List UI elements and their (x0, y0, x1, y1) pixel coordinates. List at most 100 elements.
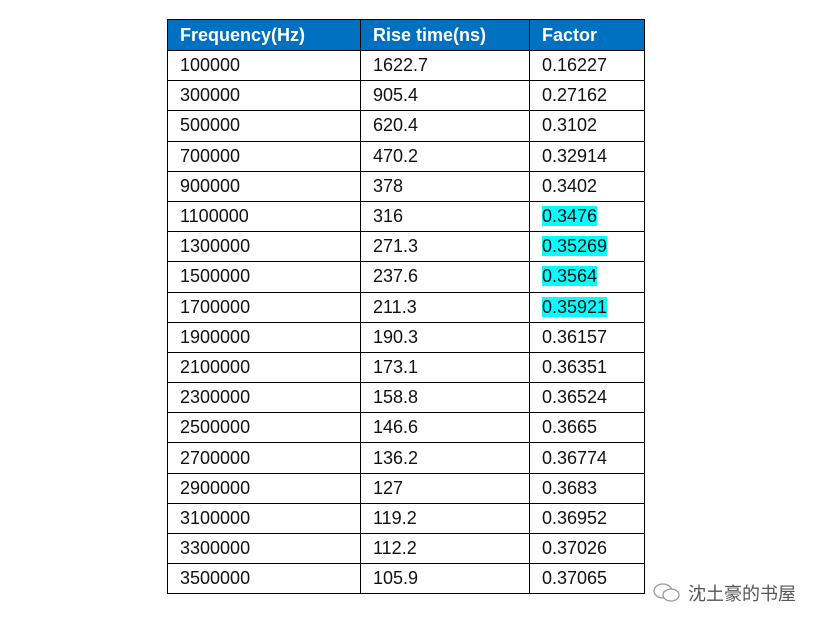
cell-text: 2700000 (180, 447, 251, 468)
data-table: Frequency(Hz) Rise time(ns) Factor 10000… (167, 19, 645, 595)
cell-text: 378 (373, 175, 404, 196)
cell-factor: 0.37026 (529, 532, 645, 565)
table-row: 2300000 158.8 0.36524 (167, 382, 645, 414)
cell-text: 0.35269 (542, 236, 608, 257)
cell-frequency: 300000 (167, 80, 361, 112)
cell-frequency: 100000 (167, 49, 361, 82)
cell-rise-time: 620.4 (360, 110, 530, 142)
cell-text: 190.3 (373, 326, 419, 347)
cell-text: 2100000 (180, 356, 251, 377)
cell-frequency: 500000 (167, 110, 361, 142)
cell-rise-time: 146.6 (360, 412, 530, 444)
cell-factor: 0.3402 (529, 170, 645, 202)
cell-text: 0.3665 (542, 417, 598, 438)
cell-text: 500000 (180, 115, 241, 136)
cell-text: 0.3564 (542, 266, 598, 287)
cell-rise-time: 173.1 (360, 351, 530, 384)
cell-frequency: 900000 (167, 170, 361, 202)
cell-rise-time: 211.3 (360, 291, 530, 323)
cell-text: 271.3 (373, 236, 419, 257)
table-row: 1100000 316 0.3476 (167, 200, 645, 233)
table-row: 100000 1622.7 0.16227 (167, 49, 645, 82)
table-row: 500000 620.4 0.3102 (167, 110, 645, 142)
cell-rise-time: 905.4 (360, 80, 530, 112)
cell-rise-time: 136.2 (360, 442, 530, 474)
cell-text: 2300000 (180, 387, 251, 408)
cell-text: 127 (373, 477, 404, 498)
cell-frequency: 1300000 (167, 231, 361, 263)
cell-text: 0.36157 (542, 326, 608, 347)
cell-text: 700000 (180, 145, 241, 166)
table-row: 700000 470.2 0.32914 (167, 140, 645, 172)
cell-rise-time: 378 (360, 170, 530, 202)
cell-text: 0.27162 (542, 85, 608, 106)
cell-text: 316 (373, 206, 404, 227)
cell-text: 0.36774 (542, 447, 608, 468)
table-row: 900000 378 0.3402 (167, 170, 645, 202)
cell-factor: 0.35921 (529, 291, 645, 323)
cell-text: 1500000 (180, 266, 251, 287)
table-row: 2100000 173.1 0.36351 (167, 351, 645, 384)
cell-frequency: 1100000 (167, 200, 361, 233)
cell-text: 300000 (180, 85, 241, 106)
cell-text: 0.32914 (542, 145, 608, 166)
table-row: 300000 905.4 0.27162 (167, 80, 645, 112)
cell-frequency: 3500000 (167, 563, 361, 595)
cell-text: 900000 (180, 175, 241, 196)
watermark: 沈土豪的书屋 (652, 580, 796, 606)
cell-text: 0.3402 (542, 175, 598, 196)
header-rise-time: Rise time(ns) (360, 19, 530, 51)
cell-factor: 0.3665 (529, 412, 645, 444)
cell-rise-time: 237.6 (360, 261, 530, 293)
header-row: Frequency(Hz) Rise time(ns) Factor (167, 19, 645, 51)
cell-factor: 0.37065 (529, 563, 645, 595)
cell-factor: 0.36952 (529, 502, 645, 535)
cell-frequency: 700000 (167, 140, 361, 172)
cell-text: 1100000 (180, 206, 249, 227)
cell-factor: 0.32914 (529, 140, 645, 172)
cell-rise-time: 1622.7 (360, 49, 530, 82)
header-frequency: Frequency(Hz) (167, 19, 361, 51)
cell-frequency: 3100000 (167, 502, 361, 535)
cell-rise-time: 112.2 (360, 532, 530, 565)
cell-text: 0.37065 (542, 568, 608, 589)
cell-factor: 0.35269 (529, 231, 645, 263)
cell-factor: 0.36157 (529, 321, 645, 353)
cell-text: 0.35921 (542, 296, 608, 317)
cell-factor: 0.3476 (529, 200, 645, 233)
cell-text: 0.37026 (542, 538, 608, 559)
table-row: 1900000 190.3 0.36157 (167, 321, 645, 353)
cell-frequency: 1500000 (167, 261, 361, 293)
table-row: 1700000 211.3 0.35921 (167, 291, 645, 323)
cell-text: 2900000 (180, 477, 251, 498)
cell-factor: 0.36351 (529, 351, 645, 384)
cell-rise-time: 316 (360, 200, 530, 233)
table-row: 1300000 271.3 0.35269 (167, 231, 645, 263)
cell-text: 0.3102 (542, 115, 598, 136)
cell-frequency: 2300000 (167, 382, 361, 414)
cell-text: 3300000 (180, 538, 251, 559)
cell-text: 1300000 (180, 236, 251, 257)
table-row: 2900000 127 0.3683 (167, 472, 645, 504)
cell-text: 100000 (180, 55, 241, 76)
cell-text: 0.36351 (542, 356, 608, 377)
cell-rise-time: 127 (360, 472, 530, 504)
cell-text: 0.36524 (542, 387, 608, 408)
table-row: 2700000 136.2 0.36774 (167, 442, 645, 474)
watermark-text: 沈土豪的书屋 (688, 584, 796, 604)
cell-text: 237.6 (373, 266, 419, 287)
cell-factor: 0.36774 (529, 442, 645, 474)
cell-rise-time: 271.3 (360, 231, 530, 263)
cell-text: 136.2 (373, 447, 419, 468)
cell-frequency: 2900000 (167, 472, 361, 504)
cell-factor: 0.27162 (529, 80, 645, 112)
cell-frequency: 1900000 (167, 321, 361, 353)
cell-factor: 0.3683 (529, 472, 645, 504)
table-row: 1500000 237.6 0.3564 (167, 261, 645, 293)
cell-text: 470.2 (373, 145, 419, 166)
cell-text: 0.3683 (542, 477, 598, 498)
cell-text: 211.3 (373, 296, 417, 317)
cell-text: 158.8 (373, 387, 419, 408)
cell-rise-time: 190.3 (360, 321, 530, 353)
cell-text: 0.3476 (542, 206, 598, 227)
